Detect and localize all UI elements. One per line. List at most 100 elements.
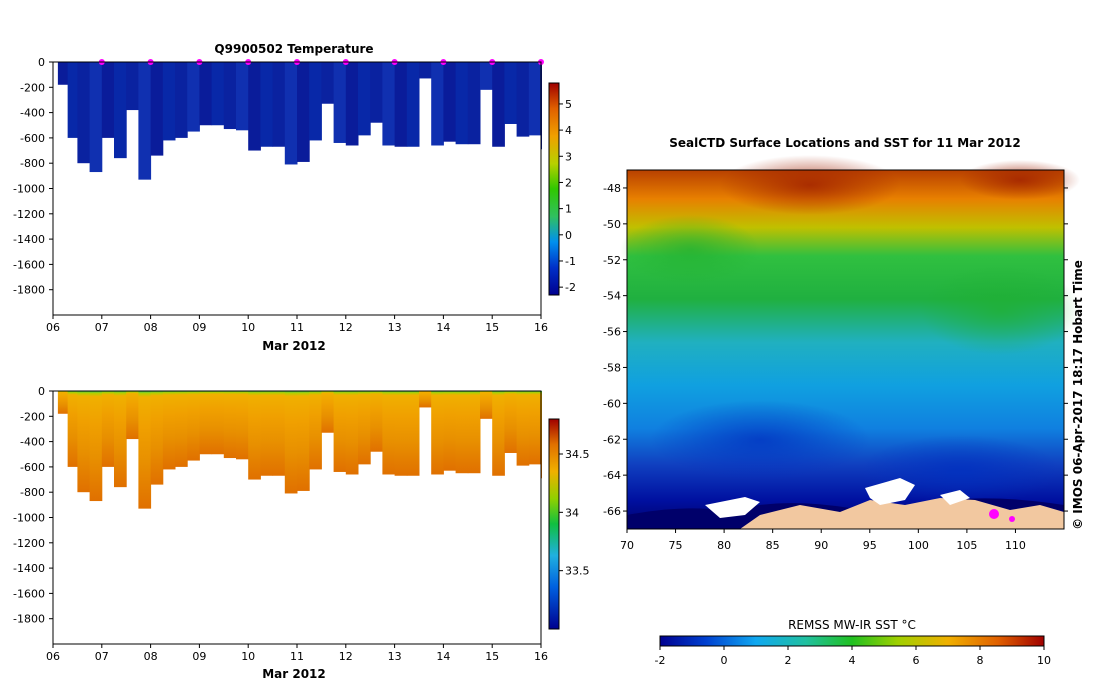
salinity-colorbar-ticks: 34.5 34 33.5 bbox=[559, 448, 590, 578]
temperature-profile-column bbox=[248, 62, 261, 151]
colorbar-tick-label: 4 bbox=[565, 124, 572, 137]
temperature-profile-column bbox=[236, 62, 249, 131]
temperature-profile-column bbox=[443, 62, 457, 142]
y-tick-label: -600 bbox=[20, 461, 45, 474]
salinity-profile-column bbox=[345, 391, 359, 475]
temperature-profile-column bbox=[431, 62, 444, 146]
sea-ice bbox=[705, 497, 760, 518]
latitude-tick-label: -48 bbox=[603, 182, 621, 195]
sst-colorbar-tick-label: 2 bbox=[785, 654, 792, 667]
temperature-profile-column bbox=[528, 62, 542, 136]
temperature-profile-column bbox=[67, 62, 78, 138]
temperature-profile-column bbox=[309, 62, 322, 141]
copyright-label: © IMOS 06-Apr-2017 18:17 Hobart Time bbox=[1071, 260, 1085, 530]
salinity-profile-column bbox=[126, 391, 139, 440]
warm-anomaly bbox=[720, 155, 900, 215]
sst-colorbar-label: REMSS MW-IR SST °C bbox=[788, 618, 916, 632]
sst-map-frame bbox=[626, 169, 1065, 530]
salinity-profile-column bbox=[443, 391, 457, 471]
sst-map-latitude-axis: -48 -50 -52 -54 -56 -58 -60 -62 -64 -66 bbox=[603, 182, 1068, 518]
sst-map-longitude-axis: 70 75 80 85 90 95 100 105 110 bbox=[620, 529, 1026, 552]
temperature-profile-column bbox=[223, 62, 237, 130]
sst-colorbar-tick-label: 8 bbox=[977, 654, 984, 667]
temperature-profile-column bbox=[297, 62, 310, 162]
salinity-profile-column bbox=[114, 391, 127, 488]
colorbar-tick-label: 0 bbox=[565, 229, 572, 242]
x-tick-label: 15 bbox=[485, 650, 499, 663]
green-anomaly-east bbox=[920, 265, 1080, 355]
temperature-profile-column bbox=[480, 62, 493, 90]
colorbar-tick-label: 34 bbox=[565, 506, 579, 519]
colorbar-tick-label: 1 bbox=[565, 203, 572, 216]
temperature-xlabel: Mar 2012 bbox=[262, 339, 326, 353]
longitude-tick-label: 75 bbox=[669, 539, 683, 552]
latitude-tick-label: -54 bbox=[603, 290, 621, 303]
temperature-panel: Q9900502 Temperature 0 -200 -400 -600 -800 -1… bbox=[13, 42, 576, 353]
salinity-profile-column bbox=[199, 391, 213, 455]
x-tick-label: 15 bbox=[485, 321, 499, 334]
salinity-profile-column bbox=[358, 391, 371, 465]
warm-anomaly-east bbox=[960, 160, 1080, 200]
salinity-profile-column bbox=[138, 391, 152, 509]
temperature-profile-column bbox=[358, 62, 371, 136]
colorbar-tick-label: -1 bbox=[565, 255, 576, 268]
temperature-profile-column bbox=[89, 62, 103, 173]
salinity-profile-column bbox=[394, 391, 408, 476]
temperature-profile-column bbox=[419, 62, 432, 79]
salinity-profile-column bbox=[406, 391, 420, 476]
longitude-tick-label: 110 bbox=[1005, 539, 1026, 552]
x-tick-label: 13 bbox=[388, 650, 402, 663]
y-tick-label: -400 bbox=[20, 436, 45, 449]
x-tick-label: 08 bbox=[144, 321, 158, 334]
sst-map-title: SealCTD Surface Locations and SST for 11… bbox=[669, 136, 1021, 150]
seal-surface-location bbox=[989, 509, 999, 519]
temperature-profile-column bbox=[345, 62, 359, 146]
temperature-profile-column bbox=[162, 62, 176, 141]
sst-colorbar-tick-label: 4 bbox=[849, 654, 856, 667]
sst-field bbox=[620, 155, 1080, 529]
salinity-profiles bbox=[57, 391, 542, 509]
longitude-tick-label: 80 bbox=[717, 539, 731, 552]
salinity-profile-column bbox=[57, 391, 69, 414]
temperature-colorbar bbox=[548, 82, 560, 296]
longitude-tick-label: 95 bbox=[863, 539, 877, 552]
x-tick-label: 10 bbox=[241, 650, 255, 663]
salinity-profile-column bbox=[528, 391, 542, 465]
colorbar-tick-label: 5 bbox=[565, 98, 572, 111]
temperature-profile-column bbox=[114, 62, 127, 159]
y-tick-label: -800 bbox=[20, 157, 45, 170]
salinity-profile-column bbox=[77, 391, 91, 493]
x-tick-label: 14 bbox=[436, 321, 450, 334]
y-tick-label: -600 bbox=[20, 132, 45, 145]
latitude-tick-label: -60 bbox=[603, 397, 621, 410]
y-tick-label: -200 bbox=[20, 410, 45, 423]
y-tick-label: -1200 bbox=[13, 537, 45, 550]
salinity-profile-column bbox=[248, 391, 261, 480]
salinity-profile-column bbox=[236, 391, 249, 460]
salinity-colorbar bbox=[548, 418, 560, 630]
temperature-profile-column bbox=[126, 62, 139, 111]
salinity-profile-column bbox=[419, 391, 432, 408]
y-tick-label: -1000 bbox=[13, 512, 45, 525]
colorbar-tick-label: -2 bbox=[565, 281, 576, 294]
x-tick-label: 11 bbox=[290, 321, 304, 334]
y-tick-label: -400 bbox=[20, 107, 45, 120]
salinity-profile-column bbox=[260, 391, 274, 476]
temperature-profile-column bbox=[321, 62, 335, 104]
longitude-tick-label: 70 bbox=[620, 539, 634, 552]
salinity-profile-column bbox=[297, 391, 310, 491]
sst-colorbar-ticks: -2 0 2 4 6 8 10 bbox=[655, 646, 1051, 667]
latitude-tick-label: -66 bbox=[603, 505, 621, 518]
salinity-profile-column bbox=[370, 391, 383, 452]
antarctica-land bbox=[740, 498, 1064, 529]
salinity-profile-column bbox=[150, 391, 164, 485]
colorbar-tick-label: 3 bbox=[565, 150, 572, 163]
salinity-profile-column bbox=[162, 391, 176, 470]
temperature-profile-column bbox=[370, 62, 383, 123]
x-tick-label: 06 bbox=[46, 321, 60, 334]
temperature-title: Q9900502 Temperature bbox=[214, 42, 373, 56]
salinity-profile-column bbox=[187, 391, 200, 461]
y-tick-label: -1200 bbox=[13, 208, 45, 221]
longitude-tick-label: 85 bbox=[766, 539, 780, 552]
temperature-y-axis: 0 -200 -400 -600 -800 -1000 -1200 -1400 -1600 -18… bbox=[13, 56, 53, 297]
